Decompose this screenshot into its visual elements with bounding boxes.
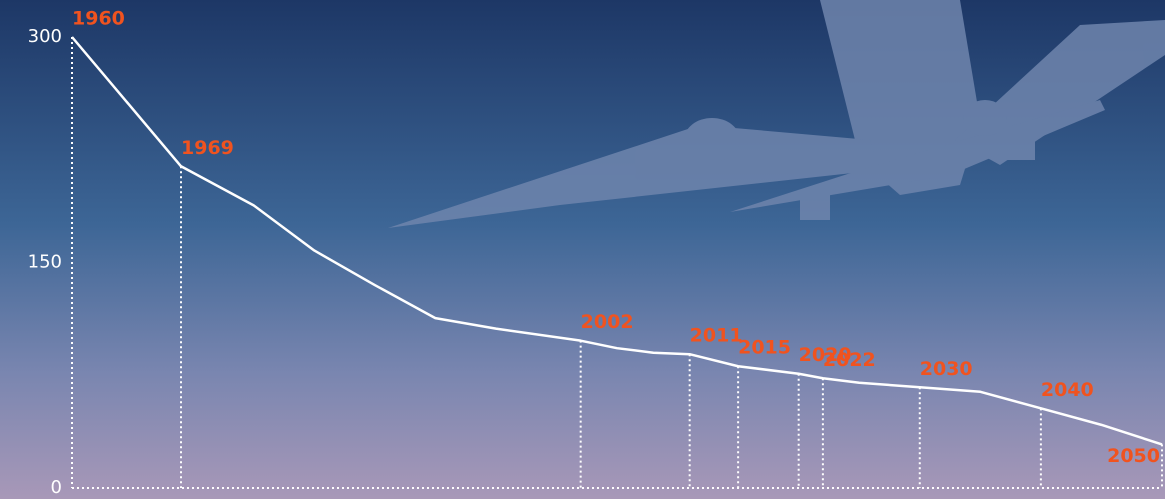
x-tick-label: 1969 — [181, 137, 234, 159]
y-tick-label: 300 — [28, 26, 62, 47]
x-tick-label: 2030 — [920, 358, 973, 380]
data-line — [71, 36, 1163, 446]
y-tick-label: 0 — [51, 477, 62, 498]
x-tick-label: 2020 — [799, 344, 852, 366]
airplane — [388, 0, 1165, 228]
x-tick-label: 2002 — [581, 311, 634, 333]
x-tick-label: 1960 — [72, 8, 125, 30]
x-tick-label: 2015 — [738, 337, 791, 359]
x-tick-label: 2022 — [823, 349, 876, 371]
x-tick-label: 2011 — [690, 325, 743, 347]
x-tick-label: 2040 — [1041, 379, 1094, 401]
x-tick-label: 2050 — [1107, 445, 1160, 467]
y-tick-label: 150 — [28, 252, 62, 273]
